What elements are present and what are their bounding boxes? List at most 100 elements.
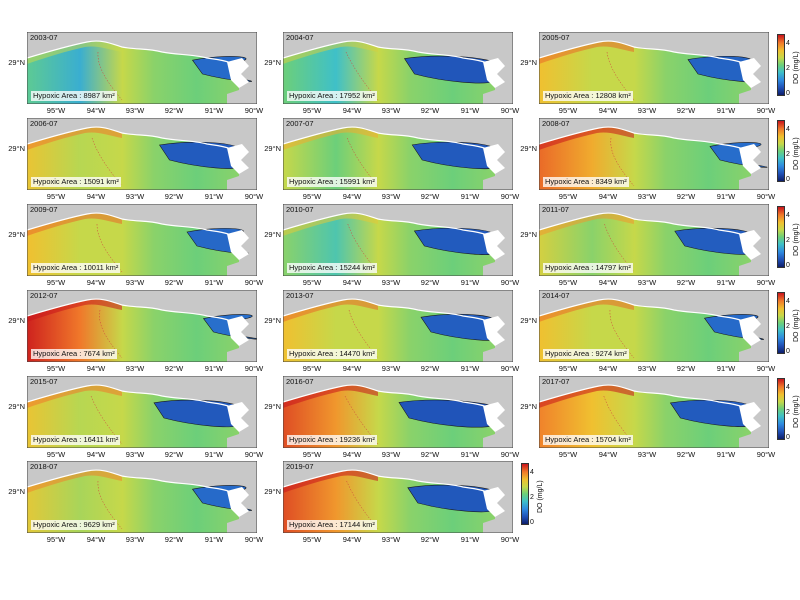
lon-tick-label: 94°W xyxy=(598,364,618,373)
lat-label: 29°N xyxy=(264,487,281,496)
lon-tick-label: 92°W xyxy=(676,192,696,201)
ocean-do-field xyxy=(27,41,239,104)
lon-tick-label: 91°W xyxy=(460,450,480,459)
lon-tick-label: 90°W xyxy=(756,278,776,287)
lon-tick-label: 92°W xyxy=(164,278,184,287)
hypoxic-zone xyxy=(414,228,495,255)
coastline xyxy=(27,212,240,240)
map-panel: 2019-07 Hypoxic Area : 17144 km² xyxy=(283,461,513,533)
delta-land xyxy=(483,316,505,346)
panel-frame xyxy=(283,461,513,533)
colorbar-tick: 2 xyxy=(786,237,790,244)
coastline xyxy=(283,384,496,412)
hypoxic-zone xyxy=(670,400,751,427)
ocean-do-field xyxy=(539,299,751,362)
panel-year: 2015-07 xyxy=(30,377,58,386)
panel-frame xyxy=(27,290,257,362)
lon-tick-label: 93°W xyxy=(125,535,145,544)
delta-land xyxy=(739,402,761,432)
panel-year: 2003-07 xyxy=(30,33,58,42)
do-map xyxy=(27,290,257,362)
colorbar-tick: 2 xyxy=(786,409,790,416)
lon-tick-label: 92°W xyxy=(676,106,696,115)
delta-land xyxy=(483,487,505,517)
colorbar-tick: 0 xyxy=(786,348,790,355)
lon-tick-label: 92°W xyxy=(164,192,184,201)
lon-tick-label: 94°W xyxy=(86,364,106,373)
lon-tick-label: 94°W xyxy=(86,535,106,544)
coastline xyxy=(27,469,240,497)
hypoxic-area-label: Hypoxic Area : 8987 km² xyxy=(31,91,117,101)
do-map xyxy=(27,204,257,276)
lon-tick-label: 95°W xyxy=(302,364,322,373)
map-panel: 2005-07 Hypoxic Area : 12808 km² xyxy=(539,32,769,104)
colorbar-gradient xyxy=(777,378,785,440)
panel-year: 2019-07 xyxy=(286,462,314,471)
panel-frame xyxy=(27,32,257,104)
lon-tick-label: 90°W xyxy=(244,106,264,115)
colorbar-tick: 0 xyxy=(786,90,790,97)
lon-tick-label: 90°W xyxy=(244,535,264,544)
coastal-band xyxy=(283,385,378,408)
colorbar-tick: 2 xyxy=(786,323,790,330)
hypoxic-area-label: Hypoxic Area : 17952 km² xyxy=(287,91,377,101)
lon-tick-label: 92°W xyxy=(420,278,440,287)
lon-tick-label: 90°W xyxy=(244,192,264,201)
coastal-band xyxy=(539,41,634,64)
panel-year: 2016-07 xyxy=(286,377,314,386)
panel-frame xyxy=(539,118,769,190)
lat-label: 29°N xyxy=(520,58,537,67)
colorbar-tick: 4 xyxy=(786,40,790,47)
lon-tick-label: 91°W xyxy=(460,106,480,115)
map-panel: 2010-07 Hypoxic Area : 15244 km² xyxy=(283,204,513,276)
coastline xyxy=(539,384,752,412)
do-map xyxy=(539,32,769,104)
colorbar: 0 2 4 DO (mg/L) xyxy=(777,378,800,442)
lon-tick-label: 95°W xyxy=(46,278,66,287)
lon-tick-label: 93°W xyxy=(381,364,401,373)
lon-tick-label: 91°W xyxy=(460,535,480,544)
coastline xyxy=(283,126,496,154)
coastline xyxy=(539,298,752,326)
lon-axis: 95°W 94°W 93°W 92°W 91°W 90°W xyxy=(539,450,775,460)
hypoxic-area-label: Hypoxic Area : 9274 km² xyxy=(543,349,629,359)
lat-label: 29°N xyxy=(520,144,537,153)
map-panel: 2013-07 Hypoxic Area : 14470 km² xyxy=(283,290,513,362)
hypoxic-zone xyxy=(674,228,752,255)
coastal-band xyxy=(283,299,378,322)
panel-frame xyxy=(283,290,513,362)
delta-land xyxy=(739,144,761,174)
lon-axis: 95°W 94°W 93°W 92°W 91°W 90°W xyxy=(27,450,263,460)
panel-year: 2013-07 xyxy=(286,291,314,300)
do-map xyxy=(27,118,257,190)
lon-tick-label: 90°W xyxy=(500,192,520,201)
colorbar-gradient xyxy=(777,34,785,96)
delta-land xyxy=(483,402,505,432)
lon-tick-label: 95°W xyxy=(302,192,322,201)
coastal-band xyxy=(539,213,634,236)
hypoxic-area-label: Hypoxic Area : 12808 km² xyxy=(543,91,633,101)
delta-land xyxy=(483,58,505,88)
colorbar-tick: 0 xyxy=(530,519,534,526)
colorbar-label: DO (mg/L) xyxy=(793,309,800,342)
coastal-band xyxy=(283,41,378,64)
lat-label: 29°N xyxy=(8,230,25,239)
map-panel: 2015-07 Hypoxic Area : 16411 km² xyxy=(27,376,257,448)
do-contour xyxy=(97,51,123,101)
lon-tick-label: 93°W xyxy=(637,450,657,459)
coastal-band xyxy=(539,127,634,150)
lon-tick-label: 95°W xyxy=(302,535,322,544)
do-contour xyxy=(348,309,379,359)
colorbar-tick: 4 xyxy=(786,298,790,305)
colorbar-label: DO (mg/L) xyxy=(793,395,800,428)
ocean-do-field xyxy=(27,470,239,533)
coastline xyxy=(27,384,240,412)
coastline xyxy=(283,469,496,497)
lon-tick-label: 94°W xyxy=(86,106,106,115)
lon-tick-label: 93°W xyxy=(125,364,145,373)
hypoxic-zone xyxy=(404,56,495,83)
lon-tick-label: 93°W xyxy=(125,192,145,201)
lon-tick-label: 92°W xyxy=(420,364,440,373)
lon-axis: 95°W 94°W 93°W 92°W 91°W 90°W xyxy=(27,192,263,202)
delta-land xyxy=(739,230,761,260)
